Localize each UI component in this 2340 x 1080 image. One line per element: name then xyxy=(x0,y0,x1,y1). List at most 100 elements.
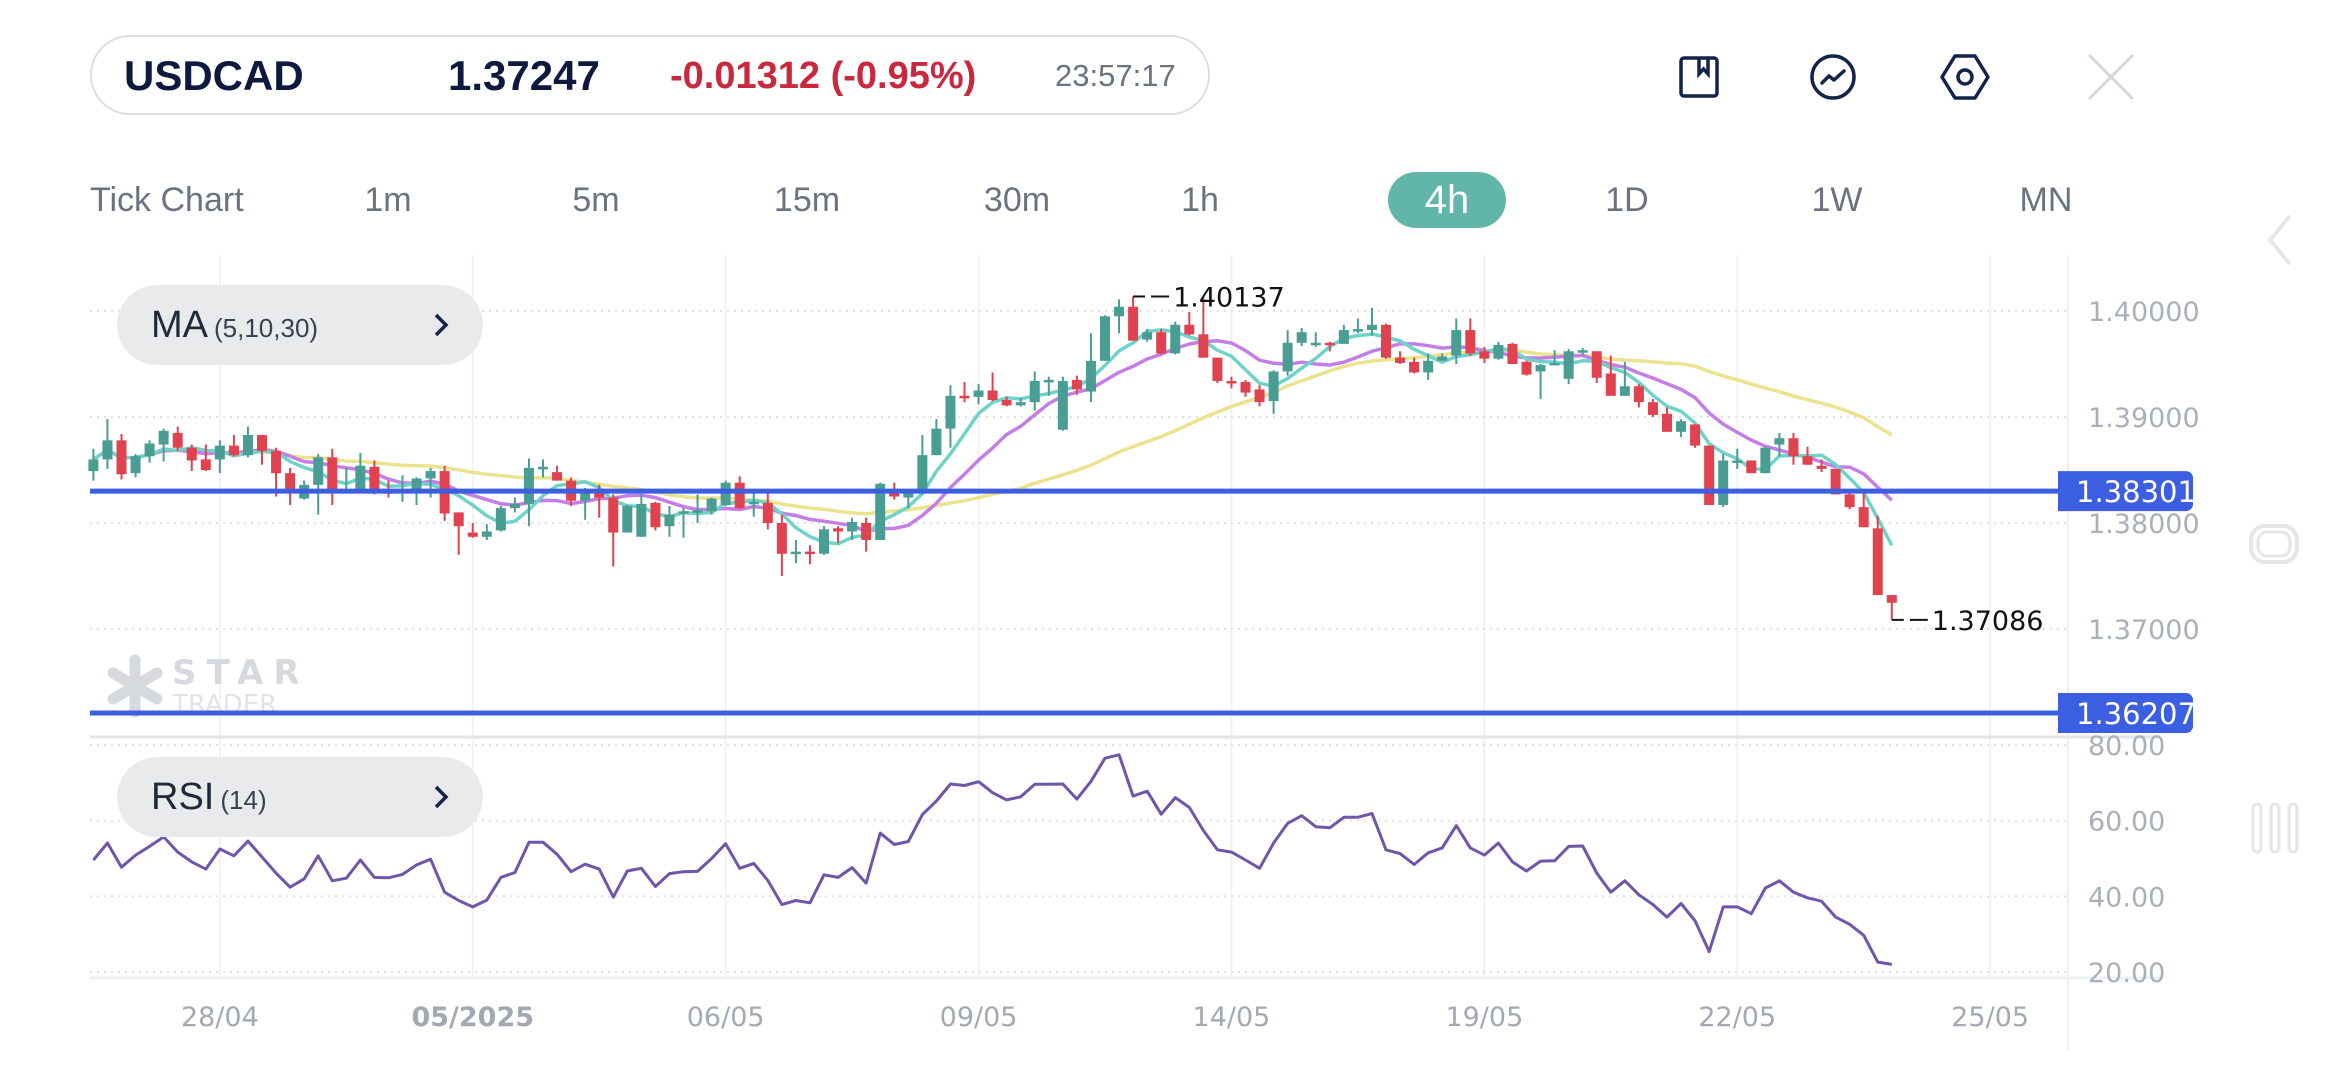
candle-body xyxy=(973,390,984,397)
rsi-indicator-button[interactable]: RSI (14) xyxy=(117,757,483,837)
trend-chart-icon[interactable] xyxy=(1806,50,1860,104)
rsi-tick-label: 80.00 xyxy=(2088,731,2165,762)
candle-body xyxy=(1381,324,1391,358)
candle-body xyxy=(1057,380,1068,430)
annotations: 1.40137 1.37086 xyxy=(1133,282,2043,637)
candle-body xyxy=(1071,379,1082,390)
candle-body xyxy=(369,466,380,492)
candle xyxy=(622,504,633,533)
candle-body xyxy=(706,498,717,512)
candle-body xyxy=(1577,350,1588,353)
candle xyxy=(1071,375,1082,395)
candle xyxy=(1282,330,1293,376)
candle-body xyxy=(1718,460,1729,505)
candle-body xyxy=(580,492,591,501)
candle-body xyxy=(1198,334,1209,358)
candle-body xyxy=(903,492,914,498)
candle-body xyxy=(313,457,324,485)
timeframe-5m[interactable]: 5m xyxy=(572,181,620,219)
candle-body xyxy=(1816,465,1827,469)
timeframe-1m[interactable]: 1m xyxy=(364,181,412,219)
timeframe-1w[interactable]: 1W xyxy=(1811,181,1863,219)
candle xyxy=(706,497,717,515)
candle-body xyxy=(1128,306,1139,341)
candle xyxy=(1423,353,1434,380)
candle xyxy=(1156,329,1167,355)
timeframe-1d[interactable]: 1D xyxy=(1605,181,1649,219)
candle xyxy=(271,447,282,497)
candle-body xyxy=(538,466,548,470)
candle-body xyxy=(509,503,520,509)
price-change: -0.01312 (-0.95%) xyxy=(670,55,977,97)
candle-body xyxy=(1521,361,1532,375)
candle-body xyxy=(1296,332,1307,343)
candle-body xyxy=(1437,356,1448,361)
candle-body xyxy=(1352,329,1363,332)
candle xyxy=(397,475,408,502)
candle xyxy=(200,444,211,472)
candle xyxy=(1409,357,1420,374)
candle xyxy=(1704,445,1715,505)
candle-body xyxy=(1085,360,1096,392)
candle xyxy=(1718,454,1729,508)
candle-body xyxy=(453,512,464,527)
candle xyxy=(1479,347,1490,363)
candle xyxy=(116,433,127,480)
candle xyxy=(1296,327,1307,346)
close-icon[interactable] xyxy=(2084,50,2138,104)
candle-body xyxy=(622,506,633,533)
bookmark-icon[interactable] xyxy=(1672,50,1726,104)
candle-body xyxy=(1535,365,1546,372)
timeframe-1h[interactable]: 1h xyxy=(1181,181,1219,219)
timeframe-mn[interactable]: MN xyxy=(2019,181,2073,219)
candle-body xyxy=(1100,316,1110,361)
candle xyxy=(1676,419,1687,438)
candle xyxy=(1760,446,1771,474)
candle-body xyxy=(285,473,296,494)
candle xyxy=(776,514,787,576)
candle xyxy=(552,465,563,481)
rsi-panel xyxy=(92,753,1893,966)
candle-body xyxy=(1605,373,1616,396)
candle-body xyxy=(1563,351,1574,379)
timeframe-4h[interactable]: 4h xyxy=(1388,172,1506,228)
candle xyxy=(1015,397,1026,407)
rsi-params: (14) xyxy=(220,785,267,815)
ma-indicator-button[interactable]: MA (5,10,30) xyxy=(117,285,483,365)
candle xyxy=(453,512,464,555)
candle-body xyxy=(594,492,605,498)
candle-body xyxy=(271,450,282,474)
candle-body xyxy=(1760,447,1771,474)
candle xyxy=(1816,459,1827,473)
candle-body xyxy=(1282,342,1293,372)
candle xyxy=(973,384,984,405)
candle-body xyxy=(1310,342,1321,346)
candle-body xyxy=(1830,468,1841,495)
candle-body xyxy=(523,467,534,504)
candle-body xyxy=(158,430,169,445)
candle-body xyxy=(327,457,338,493)
timeframe-15m[interactable]: 15m xyxy=(773,181,841,219)
chevron-left-icon[interactable] xyxy=(2262,212,2298,273)
candle-body xyxy=(776,523,787,554)
recent-apps-icon[interactable] xyxy=(2250,800,2300,861)
candle xyxy=(1310,332,1321,348)
candle xyxy=(242,426,253,458)
candle xyxy=(172,426,183,451)
candle xyxy=(608,494,619,567)
candle xyxy=(1662,407,1672,432)
candle-body xyxy=(1184,324,1195,335)
candle-body xyxy=(1886,595,1897,603)
home-square-icon[interactable] xyxy=(2248,518,2300,575)
candle xyxy=(1029,371,1040,411)
candle xyxy=(186,444,197,472)
candle-body xyxy=(1774,438,1785,445)
candle-body xyxy=(945,395,956,429)
timeframe-30m[interactable]: 30m xyxy=(983,181,1051,219)
candle-body xyxy=(144,443,155,457)
candle-body xyxy=(1029,380,1040,403)
candle-body xyxy=(833,528,844,532)
settings-hex-icon[interactable] xyxy=(1938,50,1992,104)
timeframe-tick-chart[interactable]: Tick Chart xyxy=(90,181,244,219)
